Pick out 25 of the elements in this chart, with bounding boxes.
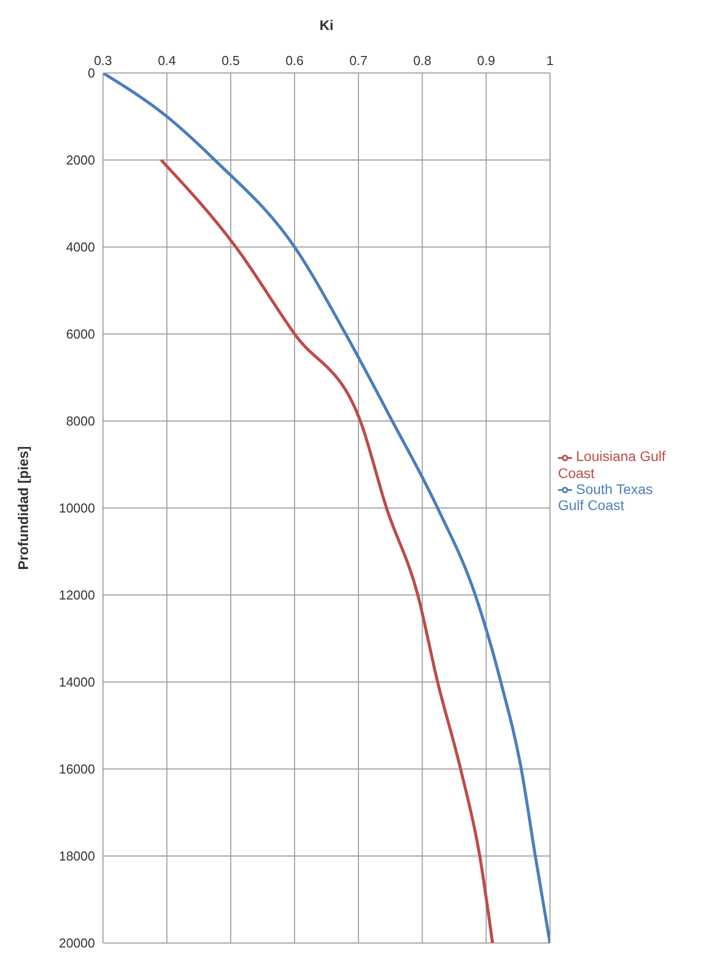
x-tick-label: 0.5	[222, 53, 240, 68]
x-tick-label: 0.7	[349, 53, 368, 68]
y-tick-label: 10000	[58, 500, 95, 516]
y-tick-label: 6000	[66, 326, 95, 342]
y-tick-label: 0	[88, 66, 95, 81]
y-tick-label: 18000	[58, 848, 95, 864]
x-tick-label: 0.8	[413, 53, 432, 68]
y-tick-label: 14000	[58, 674, 95, 690]
x-tick-label: 1	[546, 53, 554, 68]
y-tick-label: 4000	[66, 240, 95, 255]
y-tick-label: 12000	[58, 588, 95, 603]
x-tick-label: 0.6	[286, 53, 304, 68]
y-tick-label: 20000	[58, 936, 95, 951]
x-axis-title: Ki	[320, 16, 334, 33]
y-tick-label: 2000	[66, 152, 95, 168]
y-tick-label: 8000	[66, 414, 95, 429]
legend-label: Louisiana Gulf Coast	[558, 448, 666, 480]
line-series	[103, 73, 550, 943]
y-tick-label: 16000	[58, 762, 95, 777]
line-series	[160, 158, 494, 943]
y-axis-title: Profundidad [pies]	[14, 446, 31, 570]
x-tick-label: 0.3	[94, 53, 112, 68]
x-tick-label: 0.4	[158, 53, 176, 68]
legend-label: South Texas Gulf Coast	[558, 480, 653, 513]
x-tick-label: 0.9	[477, 53, 496, 68]
